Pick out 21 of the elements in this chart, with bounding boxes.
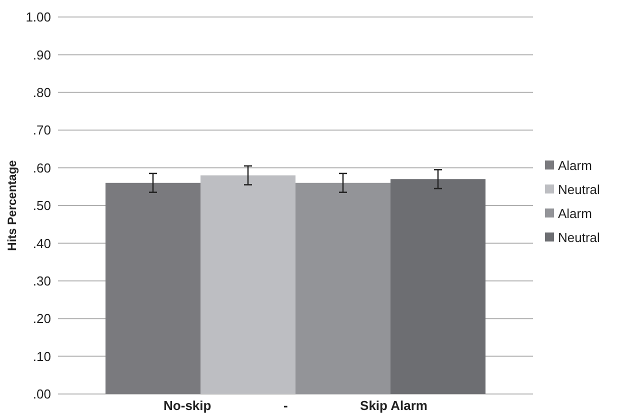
y-tick-label: .40 <box>32 236 51 251</box>
y-tick-label: .90 <box>32 47 51 62</box>
y-tick-label: 1.00 <box>26 10 51 25</box>
y-tick-label: .00 <box>32 386 51 402</box>
y-tick-label: .10 <box>32 348 51 364</box>
y-tick-label: .60 <box>32 160 51 176</box>
legend-label: Neutral <box>558 182 600 198</box>
legend-label: Alarm <box>558 158 592 174</box>
y-tick-label: .20 <box>32 311 51 326</box>
y-tick-label: .80 <box>32 84 51 100</box>
bar <box>390 179 486 394</box>
y-tick-label: .30 <box>32 273 51 288</box>
x-tick-label: No-skip - Skip Alarm <box>164 398 428 413</box>
bar <box>200 175 296 394</box>
y-tick-label: .50 <box>32 198 51 214</box>
y-tick-label: .70 <box>32 122 51 138</box>
legend-label: Neutral <box>558 230 600 246</box>
bar <box>106 182 200 394</box>
bar <box>296 182 390 394</box>
legend-label: Alarm <box>558 206 592 222</box>
y-axis-title: Hits Percentage <box>5 160 19 251</box>
